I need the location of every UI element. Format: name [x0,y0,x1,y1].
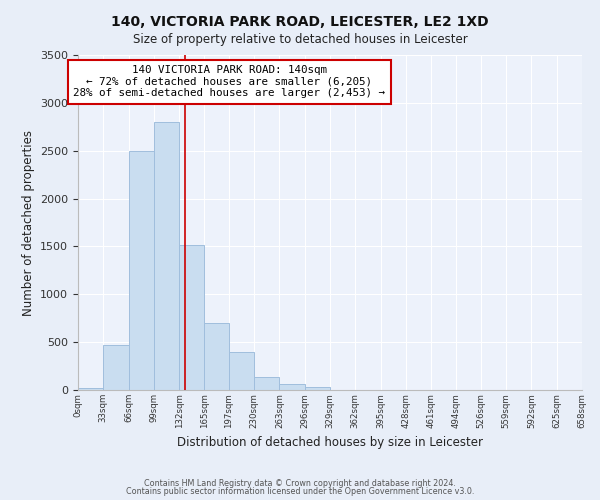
Bar [205,323,229,390]
Bar [254,376,280,390]
Bar [128,150,154,390]
Text: 140, VICTORIA PARK ROAD, LEICESTER, LE2 1XD: 140, VICTORIA PARK ROAD, LEICESTER, LE2 … [111,15,489,29]
Bar [154,122,179,390]
Text: Size of property relative to detached houses in Leicester: Size of property relative to detached ho… [133,32,467,46]
Text: 140 VICTORIA PARK ROAD: 140sqm
← 72% of detached houses are smaller (6,205)
28% : 140 VICTORIA PARK ROAD: 140sqm ← 72% of … [73,65,385,98]
Bar [229,352,254,390]
Bar [78,388,103,390]
Bar [280,384,305,390]
Y-axis label: Number of detached properties: Number of detached properties [22,130,35,316]
X-axis label: Distribution of detached houses by size in Leicester: Distribution of detached houses by size … [177,436,483,449]
Bar [103,346,128,390]
Bar [179,246,205,390]
Bar [305,387,330,390]
Text: Contains public sector information licensed under the Open Government Licence v3: Contains public sector information licen… [126,487,474,496]
Text: Contains HM Land Registry data © Crown copyright and database right 2024.: Contains HM Land Registry data © Crown c… [144,478,456,488]
